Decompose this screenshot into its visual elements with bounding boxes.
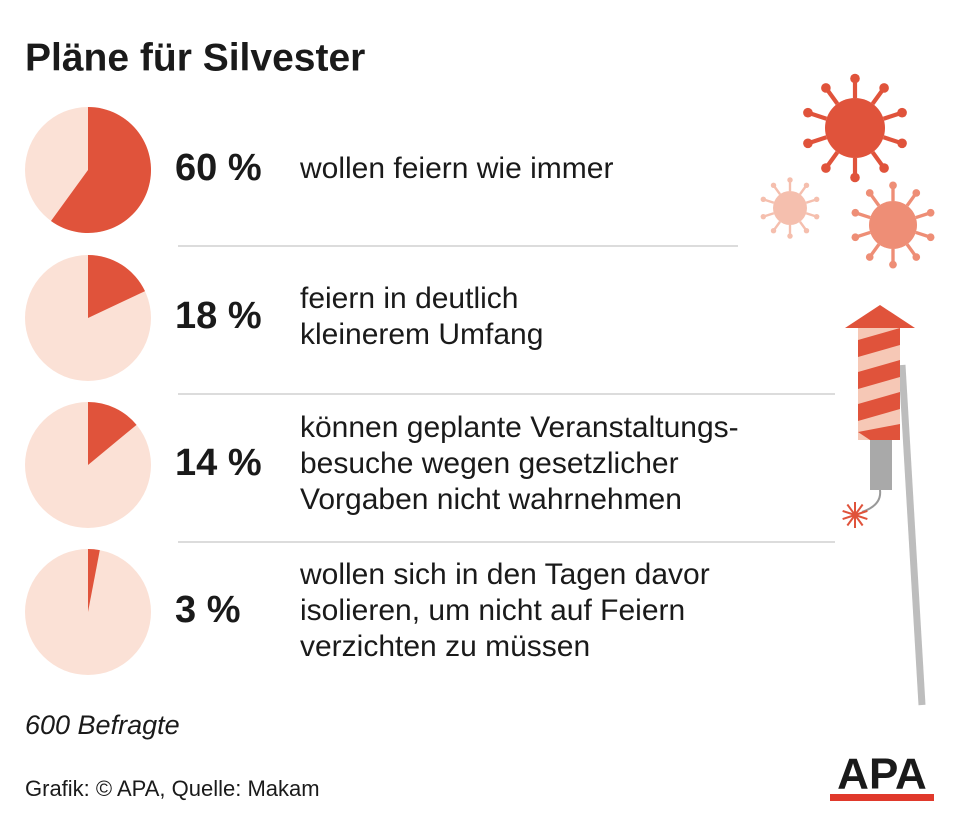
value-label: 14 %	[175, 442, 262, 484]
virus-knob	[889, 260, 897, 269]
virus-knob	[879, 83, 889, 93]
category-label: isolieren, um nicht auf Feiern	[300, 594, 685, 627]
rocket-tip	[845, 305, 915, 328]
value-label: 60 %	[175, 147, 262, 189]
virus-knob	[760, 196, 767, 203]
virus-knob	[865, 253, 874, 261]
decoration	[760, 73, 935, 706]
virus-knob	[912, 189, 921, 197]
rocket-stripes	[858, 328, 900, 440]
spark	[842, 510, 856, 516]
virus-knob	[879, 163, 889, 173]
category-label: besuche wegen gesetzlicher	[300, 447, 679, 480]
spark	[842, 514, 856, 520]
virus-knob	[851, 208, 860, 217]
chart-title: Pläne für Silvester	[25, 36, 365, 79]
pie-slice	[50, 107, 152, 233]
virus	[760, 177, 820, 239]
virus-knob	[850, 172, 860, 183]
virus-body	[825, 98, 885, 158]
spark	[854, 503, 864, 516]
virus-knob	[803, 227, 810, 234]
virus-knob	[865, 189, 874, 197]
virus-knob	[821, 163, 831, 173]
virus-knob	[926, 233, 935, 242]
spark	[854, 510, 868, 516]
virus-body	[773, 191, 807, 225]
virus-body	[869, 201, 917, 249]
virus-knob	[770, 182, 777, 189]
virus-knob	[803, 107, 813, 118]
value-label: 18 %	[175, 295, 262, 337]
note: 600 Befragte	[25, 710, 180, 740]
category-label: können geplante Veranstaltungs-	[300, 411, 739, 444]
virus-knob	[926, 208, 935, 217]
category-label: Vorgaben nicht wahrnehmen	[300, 483, 682, 516]
virus-knob	[770, 227, 777, 234]
spark	[854, 514, 868, 520]
virus	[803, 73, 907, 183]
category-label: kleinerem Umfang	[300, 318, 543, 351]
virus-knob	[803, 182, 810, 189]
virus-knob	[813, 196, 820, 203]
virus-knob	[851, 233, 860, 242]
virus-knob	[850, 73, 860, 84]
spark	[846, 503, 856, 516]
virus-knob	[821, 83, 831, 93]
logo-bar	[830, 794, 934, 801]
spark	[854, 514, 864, 527]
virus-knob	[813, 213, 820, 220]
logo: APA	[830, 750, 934, 801]
virus-knob	[912, 253, 921, 261]
pie-slice	[88, 402, 137, 465]
virus-knob	[889, 181, 897, 190]
spark	[846, 514, 856, 527]
source: Grafik: © APA, Quelle: Makam	[25, 776, 320, 801]
pie-slice	[88, 255, 146, 318]
virus-knob	[787, 177, 793, 183]
virus-knob	[897, 138, 907, 149]
value-label: 3 %	[175, 589, 240, 631]
logo-text: APA	[837, 750, 927, 799]
rocket-stick	[898, 364, 926, 706]
category-label: verzichten zu müssen	[300, 630, 590, 663]
virus	[851, 181, 935, 269]
virus-knob	[803, 138, 813, 149]
category-label: wollen feiern wie immer	[299, 152, 613, 185]
category-label: feiern in deutlich	[300, 282, 518, 315]
virus-knob	[787, 233, 793, 239]
category-label: wollen sich in den Tagen davor	[299, 558, 710, 591]
virus-knob	[897, 107, 907, 118]
rocket-base	[870, 440, 892, 490]
pie-slice	[88, 549, 100, 612]
virus-knob	[760, 213, 767, 220]
